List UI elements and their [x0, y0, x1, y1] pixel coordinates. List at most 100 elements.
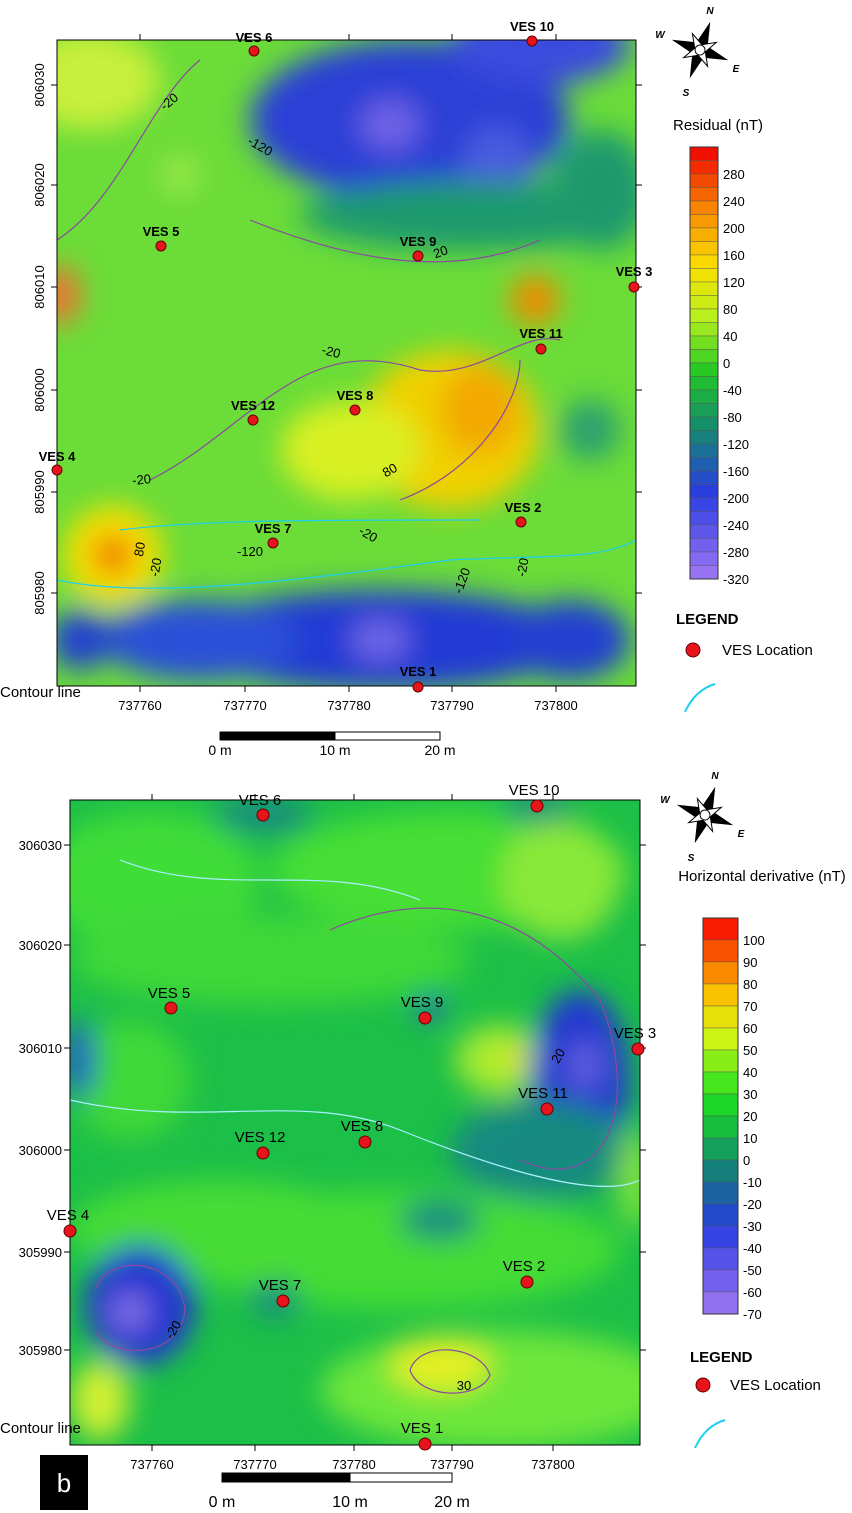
colorbar-label: -280: [723, 545, 749, 560]
ves-marker: [515, 516, 527, 528]
colorbar-label: -120: [723, 437, 749, 452]
legend-item: VES Location: [722, 642, 813, 659]
colorbar-class: [689, 403, 719, 418]
contour-zone: [360, 100, 420, 150]
colorbar-class: [702, 1203, 739, 1227]
colorbar-class: [702, 1071, 739, 1095]
ves-label: VES 2: [503, 1258, 546, 1275]
contour-zone: [320, 1330, 640, 1445]
contour-line: [94, 1264, 186, 1352]
colorbar-class: [702, 983, 739, 1007]
y-tick-label: 306010: [19, 1041, 62, 1056]
colorbar-class: [689, 470, 719, 485]
colorbar-label: -40: [743, 1241, 762, 1256]
contour-zone: [70, 1020, 95, 1100]
y-tick-label: 805980: [32, 571, 47, 614]
colorbar-class: [702, 1049, 739, 1073]
contour-line: [119, 859, 421, 901]
contour-label: 20: [431, 242, 450, 261]
ves-marker: [631, 1042, 645, 1056]
y-tick-label: 305980: [19, 1343, 62, 1358]
colorbar-label: -60: [743, 1285, 762, 1300]
colorbar-class: [689, 565, 719, 580]
colorbar-class: [702, 939, 739, 963]
ves-label: VES 10: [510, 19, 554, 34]
colorbar-class: [702, 1269, 739, 1293]
map-blobs: [70, 800, 640, 1445]
colorbar-class: [689, 322, 719, 337]
map-frame: [56, 39, 637, 687]
colorbar-class: [702, 1005, 739, 1029]
ves-marker: [155, 240, 167, 252]
ves-marker: [358, 1135, 372, 1149]
ves-label: VES 12: [231, 398, 275, 413]
colorbar-class: [689, 295, 719, 310]
y-tick-label: 305990: [19, 1245, 62, 1260]
colorbar-label: -40: [723, 383, 742, 398]
contour-zone: [440, 365, 520, 455]
colorbar-label: 60: [743, 1021, 757, 1036]
contour-label: -20: [320, 342, 342, 361]
contour-label: 80: [380, 460, 400, 480]
colorbar-class: [702, 961, 739, 985]
contour-line: [329, 907, 618, 1170]
ves-marker: [51, 464, 63, 476]
colorbar-frame: [689, 146, 719, 580]
ves-marker: [63, 1224, 77, 1238]
ves-marker: [412, 250, 424, 262]
colorbar-label: -320: [723, 572, 749, 587]
colorbar-title: Residual (nT): [673, 117, 763, 134]
panel-label-box: [40, 1455, 88, 1510]
ves-label: VES 6: [236, 30, 273, 45]
colorbar-class: [689, 268, 719, 283]
colorbar-class: [689, 457, 719, 472]
scale-bar-label: 10 m: [319, 742, 350, 758]
contour-label: -20: [514, 557, 532, 578]
colorbar-label: 240: [723, 194, 745, 209]
ves-marker: [418, 1011, 432, 1025]
contour-zone: [57, 610, 110, 670]
colorbar-class: [702, 1247, 739, 1271]
colorbar-label: 80: [723, 302, 737, 317]
ves-label: VES 3: [614, 1025, 657, 1042]
legend-item: Contour line: [0, 1420, 81, 1437]
ves-marker: [535, 343, 547, 355]
colorbar-label: 50: [743, 1043, 757, 1058]
contour-zone: [70, 915, 470, 1005]
y-tick-label: 806020: [32, 163, 47, 206]
scale-bar-segment: [219, 731, 336, 741]
colorbar-label: -50: [743, 1263, 762, 1278]
colorbar-class: [702, 1225, 739, 1249]
contour-line: [119, 519, 481, 531]
ves-marker: [520, 1275, 534, 1289]
legend-title: LEGEND: [676, 611, 739, 628]
contour-line: [409, 1349, 491, 1394]
ves-label: VES 11: [519, 326, 562, 341]
contour-zone: [400, 1200, 480, 1240]
colorbar-label: -240: [723, 518, 749, 533]
ves-label: VES 3: [616, 264, 653, 279]
colorbar-label: 70: [743, 999, 757, 1014]
ves-marker: [248, 45, 260, 57]
colorbar-label: 20: [743, 1109, 757, 1124]
colorbar-frame: [702, 917, 739, 1315]
colorbar-class: [689, 281, 719, 296]
ves-label: VES 4: [39, 449, 77, 464]
scale-bar-label: 20 m: [434, 1494, 470, 1511]
x-tick-label: 737800: [531, 1457, 574, 1472]
colorbar-label: 10: [743, 1131, 757, 1146]
ves-marker: [247, 414, 259, 426]
contour-zone: [560, 400, 620, 460]
contour-zone: [70, 1020, 190, 1140]
colorbar-label: -10: [743, 1175, 762, 1190]
contour-line: [249, 219, 541, 263]
contour-line: [70, 1099, 640, 1187]
colorbar-class: [689, 376, 719, 391]
ves-label: VES 6: [239, 792, 282, 809]
compass-letter: S: [688, 853, 695, 864]
x-tick-label: 737800: [534, 698, 577, 713]
x-tick-label: 737790: [430, 1457, 473, 1472]
colorbar-label: 200: [723, 221, 745, 236]
legend-contour-symbol: [684, 683, 716, 713]
colorbar-class: [689, 430, 719, 445]
